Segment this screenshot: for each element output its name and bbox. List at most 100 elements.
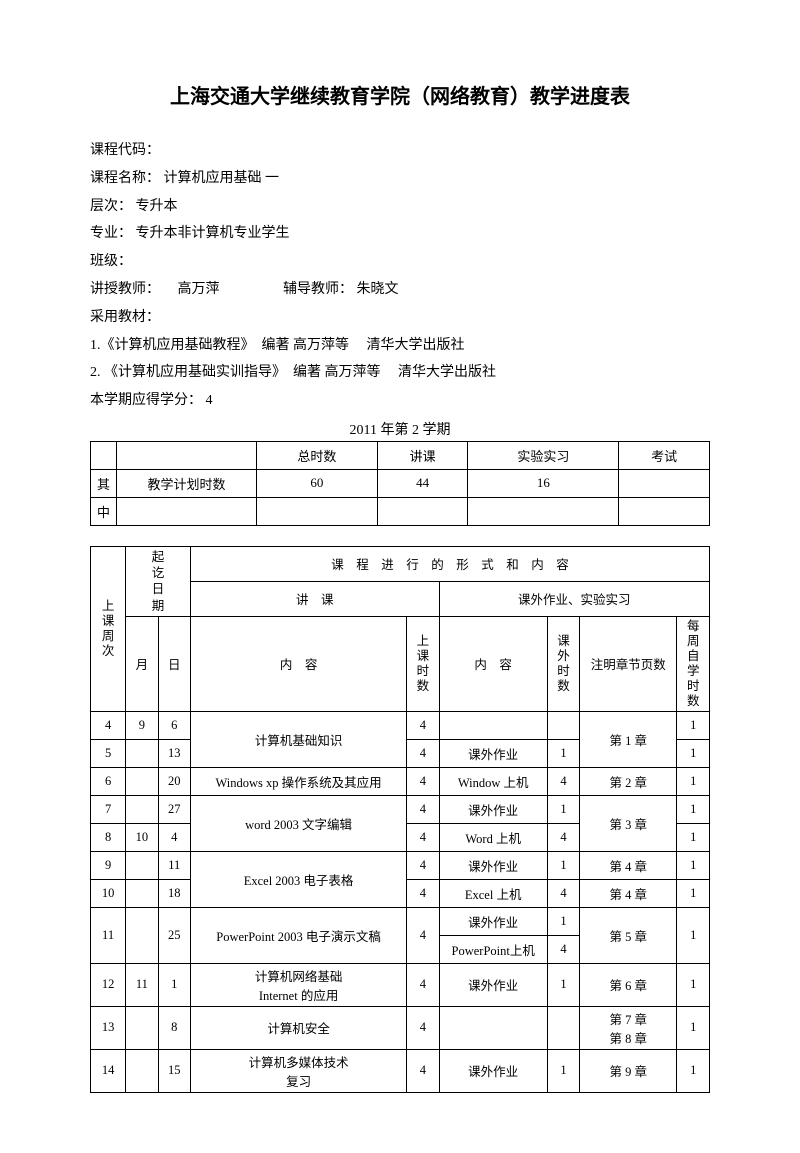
cell-hw-h xyxy=(547,711,579,739)
cell-lec-h: 4 xyxy=(407,711,439,739)
summary-lecture-h: 讲课 xyxy=(377,441,468,469)
meta-block: 课程代码： 课程名称： 计算机应用基础 一 层次： 专升本 专业： 专升本非计算… xyxy=(90,139,710,413)
summary-r1-lecture: 44 xyxy=(377,469,468,497)
cell-lec-h: 4 xyxy=(407,907,439,963)
cell-self: 1 xyxy=(677,963,710,1006)
cell-chap: 第 6 章 xyxy=(580,963,677,1006)
cell-hw-h: 4 xyxy=(547,823,579,851)
cell-hw-h: 4 xyxy=(547,767,579,795)
cell-hw xyxy=(439,711,547,739)
hdr-chapter: 注明章节页数 xyxy=(580,616,677,711)
cell-day: 18 xyxy=(158,879,190,907)
cell-chap: 第 4 章 xyxy=(580,879,677,907)
page-title: 上海交通大学继续教育学院（网络教育）教学进度表 xyxy=(90,80,710,109)
summary-row-1: 其 教学计划时数 60 44 16 xyxy=(91,469,710,497)
hdr-content: 内 容 xyxy=(190,616,406,711)
table-row: 12111计算机网络基础Internet 的应用4课外作业1第 6 章1 xyxy=(91,963,710,1006)
level: 专升本 xyxy=(136,199,178,214)
level-label: 层次： xyxy=(90,199,132,214)
cell-self: 1 xyxy=(677,879,710,907)
cell-self: 1 xyxy=(677,907,710,963)
cell-month: 10 xyxy=(126,823,158,851)
cell-day: 15 xyxy=(158,1049,190,1092)
cell-month xyxy=(126,907,158,963)
summary-row-2: 中 xyxy=(91,497,710,525)
cell-hw-h: 1 xyxy=(547,739,579,767)
hdr-date: 起讫日期 xyxy=(126,546,191,616)
cell-lec-h: 4 xyxy=(407,739,439,767)
cell-hw: 课外作业 xyxy=(439,739,547,767)
cell-month xyxy=(126,1006,158,1049)
cell-content: 计算机安全 xyxy=(190,1006,406,1049)
textbook-label: 采用教材： xyxy=(90,310,160,325)
cell-chap: 第 2 章 xyxy=(580,767,677,795)
cell-month: 9 xyxy=(126,711,158,739)
major: 专升本非计算机专业学生 xyxy=(136,226,290,241)
schedule-header-3: 月 日 内 容 上课时数 内 容 课外时数 注明章节页数 每周自学时数 xyxy=(91,616,710,711)
cell-self: 1 xyxy=(677,795,710,823)
cell-day: 6 xyxy=(158,711,190,739)
teacher-label: 讲授教师： xyxy=(90,282,160,297)
cell-hw: Excel 上机 xyxy=(439,879,547,907)
cell-day: 1 xyxy=(158,963,190,1006)
summary-total-h: 总时数 xyxy=(257,441,378,469)
cell-hw-h xyxy=(547,1006,579,1049)
cell-hw: Word 上机 xyxy=(439,823,547,851)
summary-r2-total xyxy=(257,497,378,525)
cell-week: 5 xyxy=(91,739,126,767)
cell-hw: 课外作业 xyxy=(439,851,547,879)
cell-self: 1 xyxy=(677,823,710,851)
cell-lec-h: 4 xyxy=(407,823,439,851)
summary-r1-lab: 16 xyxy=(468,469,619,497)
hdr-lec-hours: 上课时数 xyxy=(407,616,439,711)
summary-r1-exam xyxy=(619,469,710,497)
cell-content: PowerPoint 2003 电子演示文稿 xyxy=(190,907,406,963)
cell-hw: 课外作业 xyxy=(439,907,547,935)
cell-week: 7 xyxy=(91,795,126,823)
course-name: 计算机应用基础 一 xyxy=(164,171,280,186)
term-line: 2011 年第 2 学期 xyxy=(90,419,710,439)
cell-week: 13 xyxy=(91,1006,126,1049)
cell-day: 25 xyxy=(158,907,190,963)
cell-week: 8 xyxy=(91,823,126,851)
hdr-lecture: 讲 课 xyxy=(190,581,439,616)
cell-chap: 第 7 章第 8 章 xyxy=(580,1006,677,1049)
cell-hw-h: 4 xyxy=(547,879,579,907)
cell-chap: 第 4 章 xyxy=(580,851,677,879)
textbook-1: 1.《计算机应用基础教程》 编著 高万萍等 清华大学出版社 xyxy=(90,334,710,358)
credit: 4 xyxy=(206,393,213,408)
cell-content: 计算机网络基础Internet 的应用 xyxy=(190,963,406,1006)
summary-r2-lab xyxy=(468,497,619,525)
table-row: 1415计算机多媒体技术复习4课外作业1第 9 章1 xyxy=(91,1049,710,1092)
cell-hw: 课外作业 xyxy=(439,1049,547,1092)
cell-day: 13 xyxy=(158,739,190,767)
cell-week: 10 xyxy=(91,879,126,907)
cell-content: Excel 2003 电子表格 xyxy=(190,851,406,907)
summary-r2-c1: 中 xyxy=(91,497,117,525)
cell-hw: 课外作业 xyxy=(439,963,547,1006)
hdr-self: 每周自学时数 xyxy=(677,616,710,711)
cell-lec-h: 4 xyxy=(407,851,439,879)
summary-r1-total: 60 xyxy=(257,469,378,497)
cell-hw-h: 1 xyxy=(547,1049,579,1092)
hdr-hw-content: 内 容 xyxy=(439,616,547,711)
cell-month xyxy=(126,739,158,767)
course-code-label: 课程代码： xyxy=(90,143,160,158)
hdr-week: 上课周次 xyxy=(91,546,126,711)
cell-week: 4 xyxy=(91,711,126,739)
cell-lec-h: 4 xyxy=(407,795,439,823)
credit-label: 本学期应得学分： xyxy=(90,393,202,408)
hdr-form: 课 程 进 行 的 形 式 和 内 容 xyxy=(190,546,709,581)
cell-week: 11 xyxy=(91,907,126,963)
cell-week: 6 xyxy=(91,767,126,795)
summary-r1-c2: 教学计划时数 xyxy=(117,469,257,497)
table-row: 496计算机基础知识4第 1 章1 xyxy=(91,711,710,739)
cell-month: 11 xyxy=(126,963,158,1006)
table-row: 911Excel 2003 电子表格4课外作业1第 4 章1 xyxy=(91,851,710,879)
cell-content: Windows xp 操作系统及其应用 xyxy=(190,767,406,795)
hdr-homework: 课外作业、实验实习 xyxy=(439,581,709,616)
cell-chap: 第 9 章 xyxy=(580,1049,677,1092)
cell-lec-h: 4 xyxy=(407,767,439,795)
course-name-label: 课程名称： xyxy=(90,171,160,186)
table-row: 727word 2003 文字编辑4课外作业1第 3 章1 xyxy=(91,795,710,823)
